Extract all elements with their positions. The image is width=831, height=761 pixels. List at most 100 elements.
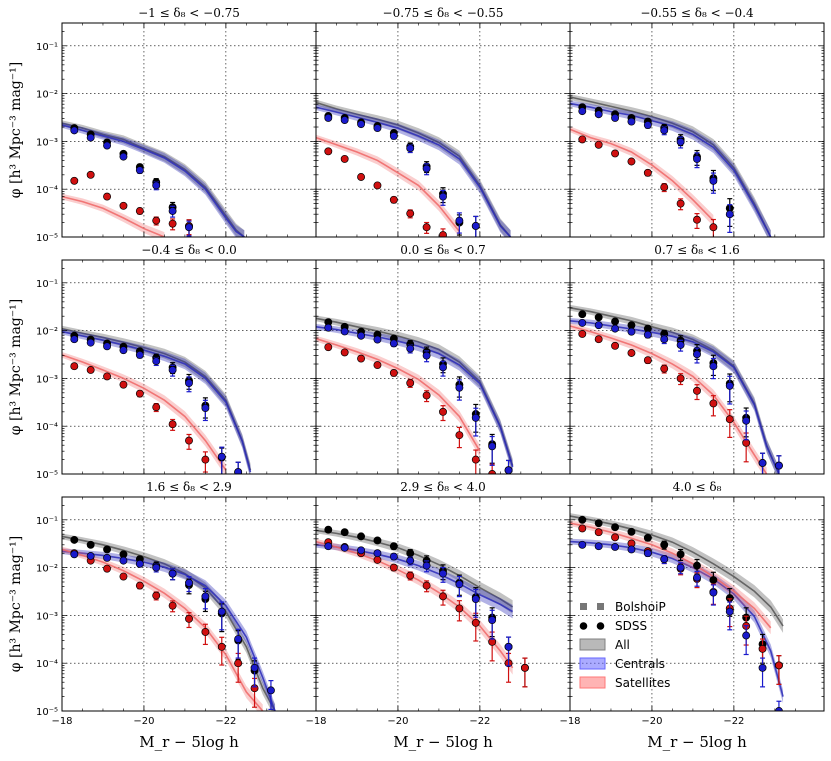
model-band-all <box>316 99 511 237</box>
sdss-point-central <box>86 133 95 142</box>
model-line-satellites <box>570 522 772 629</box>
model-line-centrals <box>316 326 514 468</box>
panel-2: −0.75 ≤ δ₈ < −0.55 <box>315 6 571 238</box>
sdss-point-satellite <box>357 354 366 363</box>
sdss-point-satellite <box>135 389 144 398</box>
sdss-point-all <box>38 529 45 536</box>
legend-marker <box>579 622 588 630</box>
sdss-point-central <box>546 314 553 321</box>
sdss-point-satellite <box>357 173 366 181</box>
sdss-point-central <box>86 552 95 560</box>
sdss-point-satellite <box>54 543 61 550</box>
sdss-point-central <box>103 141 112 150</box>
y-tick-label: 10⁻¹ <box>36 42 58 53</box>
y-tick-label: 10⁻² <box>36 90 58 101</box>
panel-5: 0.0 ≤ δ₈ < 0.7 <box>292 243 571 475</box>
sdss-point-all <box>562 513 569 520</box>
sdss-point-central <box>546 99 553 106</box>
sdss-point-satellite <box>38 538 45 545</box>
sdss-point-central <box>758 459 767 467</box>
sdss-point-central <box>234 635 243 644</box>
model-line-all <box>570 96 772 237</box>
sdss-point-all <box>562 99 569 106</box>
sdss-point-central <box>693 573 701 582</box>
model-line-satellites <box>570 325 768 474</box>
panel-plot-area <box>546 94 772 237</box>
sdss-point-satellite <box>439 407 447 416</box>
sdss-point-central <box>439 363 447 372</box>
sdss-point-central <box>709 362 718 371</box>
y-tick-label: 10⁻³ <box>36 374 58 385</box>
sdss-point-satellite <box>119 572 128 581</box>
y-tick-label: 10⁻² <box>36 327 58 338</box>
sdss-point-satellite <box>594 335 603 344</box>
sdss-point-satellite <box>406 571 415 580</box>
panel-plot-area <box>292 525 529 688</box>
sdss-point-satellite <box>389 369 398 377</box>
sdss-point-central <box>389 132 398 140</box>
legend: BolshoiP SDSS All Centrals Satellites <box>579 600 670 690</box>
sdss-point-satellite <box>152 403 161 412</box>
sdss-point-central <box>455 383 464 392</box>
sdss-point-satellite <box>292 328 299 335</box>
sdss-point-satellite <box>70 362 79 371</box>
sdss-point-central <box>471 595 480 603</box>
sdss-point-all <box>38 116 45 123</box>
sdss-point-central <box>725 607 734 616</box>
sdss-point-central <box>627 545 636 554</box>
sdss-point-all <box>660 540 669 549</box>
sdss-point-satellite <box>471 455 480 464</box>
sdss-point-satellite <box>86 366 95 374</box>
sdss-point-central <box>562 316 569 323</box>
sdss-point-satellite <box>373 555 382 564</box>
sdss-point-satellite <box>292 534 299 541</box>
model-line-satellites <box>62 354 227 471</box>
sdss-point-satellite <box>546 317 553 324</box>
sdss-point-all <box>406 549 415 558</box>
sdss-point-central <box>70 550 79 559</box>
panel-plot-area <box>546 302 783 474</box>
sdss-point-satellite <box>54 359 61 366</box>
sdss-point-satellite <box>439 592 447 601</box>
panel-title: 0.0 ≤ δ₈ < 0.7 <box>400 243 486 257</box>
legend-item-all: All <box>579 638 630 652</box>
sdss-point-satellite <box>389 195 398 204</box>
sdss-point-all <box>546 302 553 309</box>
legend-label: SDSS <box>615 619 647 633</box>
sdss-point-central <box>340 116 349 124</box>
panel-title: −1 ≤ δ₈ < −0.75 <box>138 6 240 20</box>
sdss-point-central <box>422 164 431 173</box>
sdss-point-satellite <box>217 642 226 651</box>
x-tick-label: −22 <box>469 716 490 727</box>
sdss-point-satellite <box>389 563 398 572</box>
panel-plot-area <box>316 99 512 237</box>
x-tick-label: −18 <box>559 716 580 727</box>
x-tick-label: −20 <box>133 716 154 727</box>
sdss-point-all <box>594 519 603 528</box>
sdss-point-central <box>373 335 382 344</box>
sdss-point-central <box>422 561 431 570</box>
sdss-point-central <box>119 152 128 161</box>
sdss-point-satellite <box>119 380 128 389</box>
sdss-point-satellite <box>676 199 685 208</box>
sdss-point-central <box>562 540 569 547</box>
sdss-point-satellite <box>774 661 783 670</box>
panel-1: 10⁻⁵ 10⁻⁴ 10⁻³ 10⁻² 10⁻¹ φ [h³ Mpc⁻³ mag⁻¹] −1… <box>8 6 317 244</box>
sdss-point-central <box>611 543 620 551</box>
sdss-point-central <box>594 542 603 551</box>
sdss-point-all <box>292 310 299 317</box>
sdss-point-central <box>119 556 128 565</box>
sdss-point-central <box>38 118 45 125</box>
sdss-point-central <box>217 607 226 616</box>
model-band-centrals <box>570 317 779 474</box>
sdss-point-central <box>373 124 382 133</box>
model-line-centrals <box>570 102 772 237</box>
model-band-satellites <box>570 126 714 227</box>
sdss-point-all <box>54 117 61 124</box>
model-line-satellites <box>62 548 264 711</box>
sdss-point-satellite <box>643 168 652 177</box>
sdss-point-satellite <box>70 176 79 185</box>
sdss-point-central <box>676 137 685 146</box>
x-axis-label: M_r − 5log h <box>139 733 239 751</box>
sdss-point-central <box>201 404 210 412</box>
